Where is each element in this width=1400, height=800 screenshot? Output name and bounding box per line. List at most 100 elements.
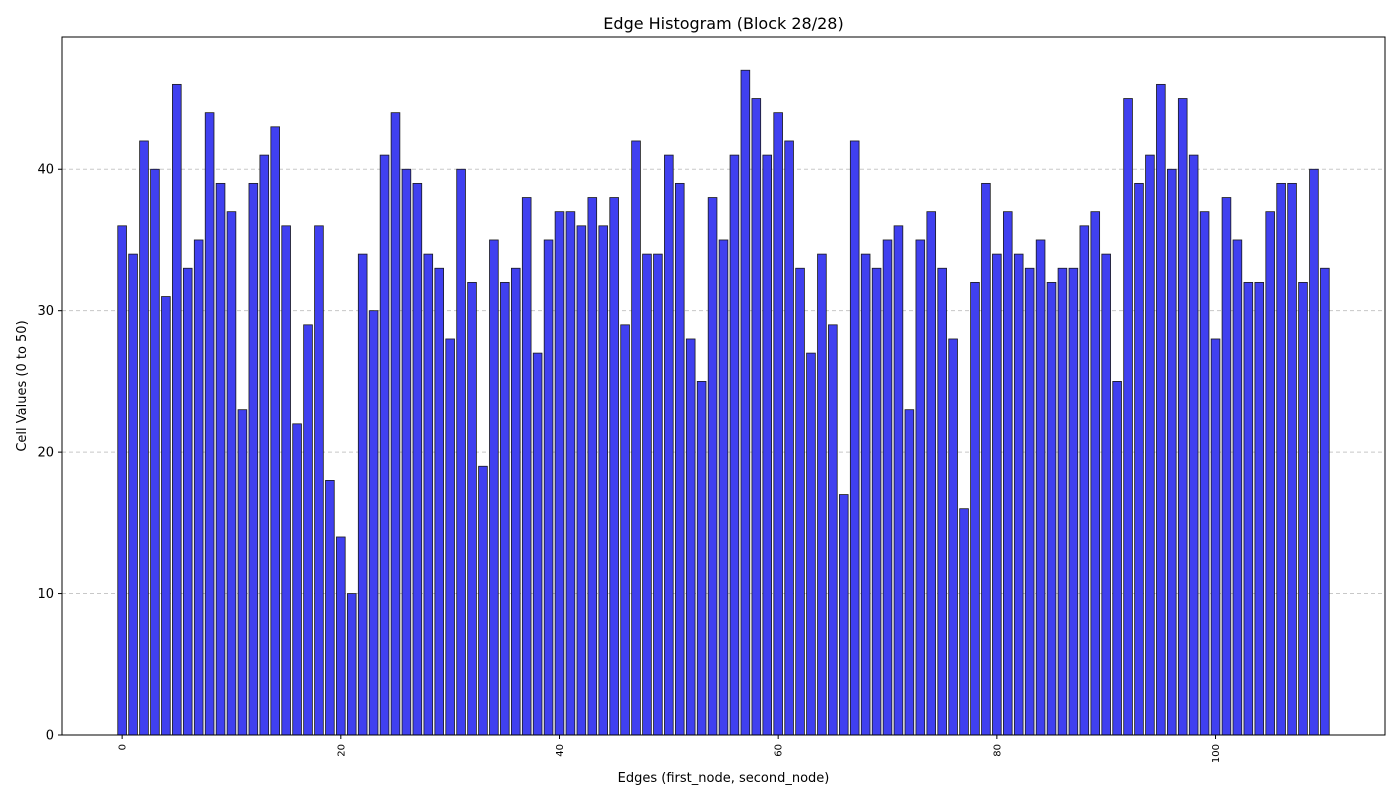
- bar-60: [773, 112, 783, 736]
- bar-12: [248, 182, 259, 736]
- x-tick-label-0: 0: [118, 744, 129, 750]
- bar-88: [1079, 225, 1090, 736]
- bar-80: [992, 253, 1002, 736]
- bar-78: [970, 281, 980, 736]
- bar-96: [1167, 168, 1177, 736]
- bar-94: [1145, 154, 1155, 736]
- bar-18: [314, 225, 324, 736]
- bar-23: [368, 310, 379, 736]
- axis-ticks: 0 10 20 30 40 0 20 40 60 80 100: [37, 163, 1222, 763]
- bar-107: [1287, 182, 1297, 736]
- bar-42: [576, 225, 587, 736]
- plot-frame: [61, 36, 1386, 736]
- bar-17: [303, 324, 313, 736]
- bar-71: [893, 225, 904, 736]
- bar-10: [226, 211, 237, 736]
- bar-3: [150, 168, 160, 736]
- bar-44: [598, 225, 609, 736]
- bar-65: [828, 324, 838, 736]
- bar-13: [259, 154, 270, 736]
- bar-6: [182, 267, 193, 736]
- bars: [117, 69, 1330, 736]
- x-tick-label-100: 100: [1211, 744, 1222, 763]
- bar-90: [1101, 253, 1111, 736]
- bar-76: [948, 338, 958, 736]
- bar-4: [161, 296, 171, 736]
- bar-79: [981, 182, 991, 736]
- bar-97: [1177, 98, 1188, 736]
- bar-28: [423, 253, 434, 736]
- bar-45: [609, 197, 619, 736]
- y-tick-label-0: 0: [46, 729, 54, 744]
- bar-2: [139, 140, 149, 736]
- bar-48: [642, 253, 652, 736]
- bar-103: [1243, 281, 1254, 736]
- bar-74: [926, 211, 937, 736]
- bar-104: [1254, 281, 1265, 736]
- bar-47: [631, 140, 641, 736]
- bar-109: [1309, 168, 1319, 736]
- bar-56: [729, 154, 740, 736]
- bar-24: [379, 154, 390, 736]
- bar-19: [325, 480, 335, 736]
- bar-62: [795, 267, 805, 736]
- bar-98: [1188, 154, 1199, 736]
- bar-37: [521, 197, 532, 736]
- y-tick-label-30: 30: [37, 304, 54, 319]
- bar-50: [664, 154, 674, 736]
- bar-64: [817, 253, 827, 736]
- bar-108: [1298, 281, 1308, 736]
- bar-57: [740, 69, 751, 736]
- bar-84: [1035, 239, 1046, 736]
- x-tick-label-60: 60: [774, 744, 785, 757]
- bar-110: [1320, 267, 1330, 736]
- bar-95: [1156, 83, 1166, 736]
- bar-52: [685, 338, 696, 736]
- bar-40: [554, 211, 565, 736]
- bar-77: [959, 508, 969, 736]
- bar-26: [401, 168, 412, 736]
- bar-5: [172, 83, 182, 736]
- bar-81: [1003, 211, 1013, 736]
- bar-53: [696, 381, 707, 736]
- bar-31: [456, 168, 466, 736]
- bar-22: [357, 253, 368, 736]
- bar-41: [565, 211, 576, 736]
- y-tick-label-20: 20: [37, 446, 54, 461]
- bar-72: [904, 409, 915, 736]
- bar-21: [346, 593, 357, 736]
- bar-25: [390, 112, 401, 736]
- bar-16: [292, 423, 302, 736]
- bar-54: [707, 197, 718, 736]
- bar-33: [478, 465, 488, 736]
- chart-title: Edge Histogram (Block 28/28): [603, 14, 843, 33]
- bar-67: [849, 140, 860, 736]
- bar-11: [237, 409, 248, 736]
- bar-83: [1024, 267, 1035, 736]
- bar-34: [489, 239, 499, 736]
- bar-39: [543, 239, 554, 736]
- bar-38: [532, 352, 543, 736]
- y-tick-label-10: 10: [37, 587, 54, 602]
- bar-89: [1090, 211, 1101, 736]
- bar-63: [806, 352, 816, 736]
- x-tick-label-20: 20: [336, 744, 347, 757]
- bar-82: [1013, 253, 1024, 736]
- bar-69: [871, 267, 882, 736]
- bar-106: [1276, 182, 1286, 736]
- bar-75: [937, 267, 947, 736]
- bar-93: [1134, 182, 1144, 736]
- bar-30: [445, 338, 455, 736]
- bar-58: [751, 98, 762, 736]
- bar-29: [434, 267, 444, 736]
- bar-8: [204, 112, 215, 736]
- bar-15: [281, 225, 291, 736]
- x-axis-label: Edges (first_node, second_node): [618, 771, 830, 786]
- bar-86: [1057, 267, 1068, 736]
- bar-55: [718, 239, 729, 736]
- bar-68: [860, 253, 871, 736]
- y-axis-label: Cell Values (0 to 50): [15, 320, 30, 451]
- bar-7: [193, 239, 204, 736]
- bar-85: [1046, 281, 1057, 736]
